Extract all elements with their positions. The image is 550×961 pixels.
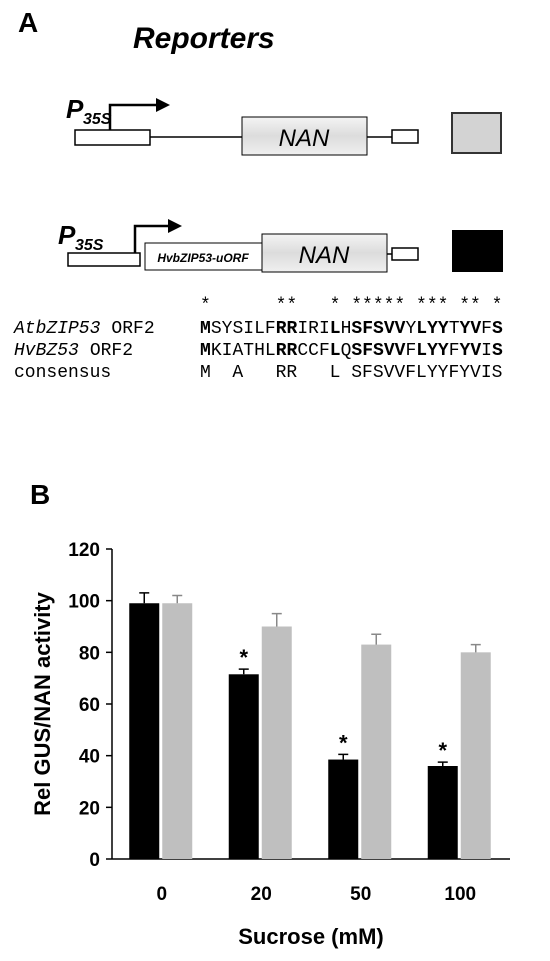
gene-label: NAN	[279, 125, 330, 152]
promoter-box	[67, 252, 141, 267]
legend-swatch	[451, 112, 502, 154]
panel-title: Reporters	[133, 22, 275, 55]
promoter: P	[58, 220, 76, 250]
sequence: MKIATHLRRCCFLQSFSVVFLYYFYVIS	[200, 341, 503, 361]
error-bar	[172, 594, 183, 604]
panel-label: B	[30, 479, 50, 510]
error-bar	[371, 633, 382, 645]
sequence: MSYSILFRRIRILHSFSVVYLYYTYVFS	[200, 319, 503, 339]
promoter: P	[66, 94, 84, 124]
error-bar	[238, 668, 249, 675]
x-tick-label: 20	[251, 884, 272, 905]
gene-box	[261, 233, 388, 273]
seq-name: HvBZ53	[14, 341, 79, 361]
y-tick-label: 0	[89, 850, 100, 871]
promoter-subscript: 35S	[75, 237, 104, 254]
consensus-label: consensus	[14, 363, 111, 383]
bar	[427, 766, 458, 859]
x-tick-label: 100	[444, 884, 476, 905]
bar	[129, 603, 160, 859]
terminator	[391, 247, 419, 261]
gene-box	[241, 116, 368, 156]
legend-swatch	[452, 230, 503, 272]
y-tick-label: 80	[79, 643, 100, 664]
bar	[460, 652, 491, 859]
tss-arrow	[133, 224, 170, 253]
y-axis-label: Rel GUS/NAN activity	[30, 591, 55, 815]
significance-mark: *	[438, 738, 447, 763]
y-tick-label: 20	[79, 798, 100, 819]
gene-label: NAN	[299, 242, 350, 269]
bar	[328, 759, 359, 859]
y-tick-label: 100	[68, 592, 100, 613]
bar	[228, 674, 259, 859]
y-tick-label: 120	[68, 540, 100, 561]
panel-label: A	[18, 7, 38, 38]
uorf-box	[144, 242, 263, 271]
y-tick-label: 40	[79, 747, 100, 768]
x-tick-label: 0	[156, 884, 167, 905]
seq-name: AtbZIP53	[13, 319, 101, 339]
y-tick-label: 60	[79, 695, 100, 716]
x-tick-label: 50	[350, 884, 371, 905]
bar	[361, 644, 392, 859]
arrowhead	[168, 219, 182, 233]
significance-mark: *	[339, 730, 348, 755]
seq-suffix: ORF2	[111, 319, 154, 339]
error-bar	[470, 643, 481, 653]
significance-mark: *	[239, 645, 248, 670]
error-bar	[437, 761, 448, 766]
consensus: M A RR L SFSVVFLYYFYVIS	[200, 363, 502, 383]
promoter-subscript: 35S	[83, 111, 112, 128]
terminator	[391, 129, 419, 144]
bar	[162, 603, 193, 859]
bar	[261, 626, 292, 859]
tss-arrow	[108, 103, 158, 130]
x-axis-label: Sucrose (mM)	[238, 924, 383, 949]
conservation-stars: * ** * ***** *** ** *	[200, 296, 502, 316]
seq-suffix: ORF2	[90, 341, 133, 361]
error-bar	[139, 592, 150, 604]
error-bar	[271, 612, 282, 627]
error-bar	[338, 753, 349, 760]
arrowhead	[156, 98, 170, 112]
uorf-label: HvbZIP53-uORF	[157, 251, 249, 265]
promoter-box	[74, 129, 151, 146]
